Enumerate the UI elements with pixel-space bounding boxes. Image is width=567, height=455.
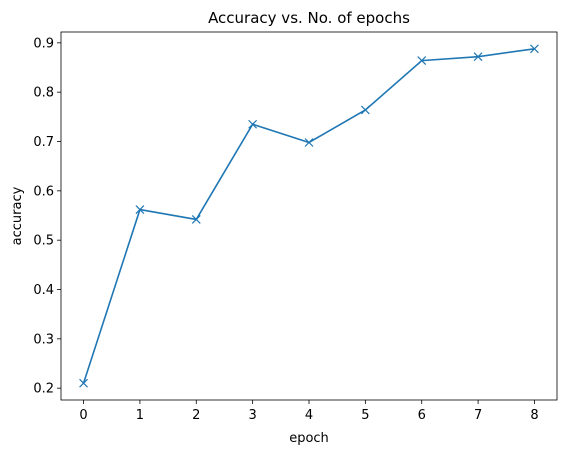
x-tick-label: 8 [530, 408, 538, 423]
chart-title: Accuracy vs. No. of epochs [208, 9, 410, 27]
x-tick-label: 3 [248, 408, 256, 423]
y-tick-label: 0.7 [33, 135, 54, 150]
x-tick-label: 2 [192, 408, 200, 423]
series-line [84, 49, 535, 383]
y-tick-label: 0.8 [33, 86, 54, 101]
x-tick-label: 4 [305, 408, 313, 423]
y-tick-label: 0.3 [33, 332, 54, 347]
x-tick-label: 1 [136, 408, 144, 423]
y-tick-label: 0.9 [33, 36, 54, 51]
y-tick-label: 0.5 [33, 234, 54, 249]
data-point-marker [305, 138, 313, 146]
y-axis-label: accuracy [10, 186, 25, 245]
x-tick-label: 7 [474, 408, 482, 423]
data-point-marker [249, 120, 257, 128]
y-tick-label: 0.2 [33, 382, 54, 397]
y-axis-ticks: 0.2 0.3 0.4 0.5 0.6 0.7 0.8 0.9 [33, 36, 61, 396]
x-tick-label: 0 [79, 408, 87, 423]
x-tick-label: 6 [418, 408, 426, 423]
plot-frame [61, 32, 557, 400]
data-point-marker [361, 106, 369, 114]
x-axis-label: epoch [289, 431, 329, 446]
data-point-marker [80, 379, 88, 387]
y-tick-label: 0.4 [33, 283, 54, 298]
y-tick-label: 0.6 [33, 184, 54, 199]
plot-area [80, 45, 539, 387]
x-axis-ticks: 0 1 2 3 4 5 6 7 8 [79, 400, 538, 423]
x-tick-label: 5 [361, 408, 369, 423]
